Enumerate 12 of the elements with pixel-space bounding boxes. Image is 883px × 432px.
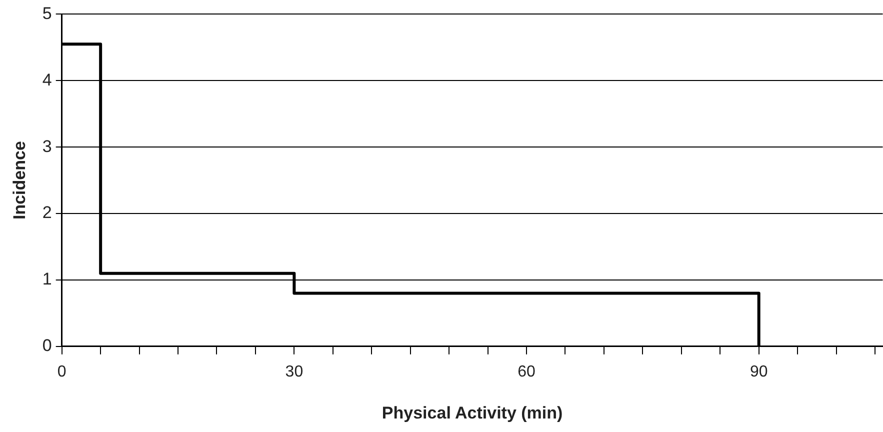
y-axis-title: Incidence: [10, 141, 29, 220]
x-tick-label: 0: [57, 363, 66, 380]
y-tick-label: 4: [42, 70, 52, 90]
x-axis-title: Physical Activity (min): [382, 403, 563, 422]
y-tick-label: 0: [42, 336, 52, 356]
y-tick-label: 2: [42, 203, 52, 222]
y-tick-label: 5: [42, 4, 52, 23]
y-tick-label: 3: [42, 136, 52, 156]
y-tick-label: 1: [42, 270, 52, 289]
x-tick-label: 60: [518, 363, 536, 380]
x-tick-label: 90: [750, 363, 768, 380]
x-tick-label: 30: [285, 363, 304, 380]
